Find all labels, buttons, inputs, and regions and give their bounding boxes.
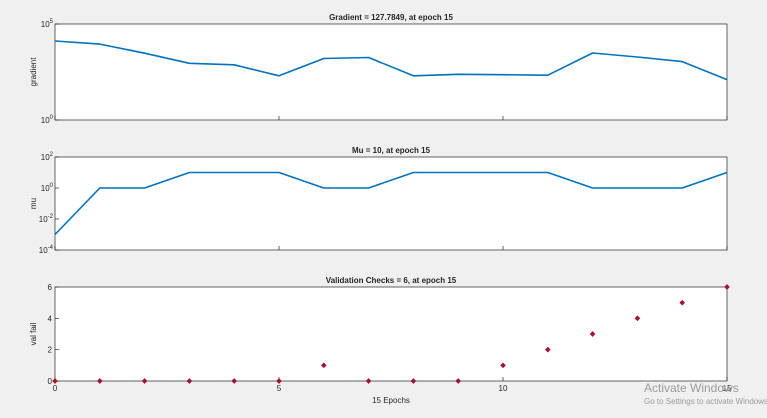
- axes-1-frame: [54, 23, 728, 121]
- axes-3-point-14: [679, 299, 686, 306]
- axes-2-series-line: [54, 171, 728, 236]
- axes-1-ytick-label-0: 105: [41, 19, 54, 29]
- axes-3-ytick-label-2: 4: [48, 314, 53, 323]
- axes-3-xtick-label-2: 10: [499, 384, 508, 393]
- axes-2-ytick-label-2: 10-2: [39, 214, 54, 224]
- axes-2-ytick-label-1: 100: [41, 183, 54, 193]
- axes-3-point-4: [231, 378, 238, 384]
- axes-1-title: Gradient = 127.7849, at epoch 15: [329, 13, 453, 22]
- axes-3-xtick-label-1: 5: [277, 384, 282, 393]
- axes-2-ytick-label-3: 10-4: [39, 245, 54, 255]
- axes-3-ylabel: val fail: [29, 322, 38, 345]
- axes-3-point-6: [320, 362, 327, 369]
- axes-2-title: Mu = 10, at epoch 15: [352, 146, 431, 155]
- axes-3-ytick-label-3: 6: [48, 283, 53, 292]
- axes-3-point-3: [186, 378, 193, 384]
- axes-3-point-0: [52, 378, 58, 384]
- axes-1-series-line: [54, 40, 728, 81]
- axes-3-xlabel: 15 Epochs: [372, 396, 410, 405]
- axes-3-title: Validation Checks = 6, at epoch 15: [326, 276, 457, 285]
- axes-3-point-10: [500, 362, 506, 369]
- axes-3-ytick-label-1: 2: [48, 346, 53, 355]
- axes-3-point-7: [365, 378, 372, 384]
- axes-2-ytick-label-0: 102: [41, 152, 54, 162]
- axes-3-point-11: [544, 346, 551, 353]
- axes-3-point-5: [276, 378, 282, 384]
- axes-3-point-9: [455, 378, 462, 384]
- axes-3-point-15: [724, 284, 730, 290]
- axes-3-point-12: [589, 331, 596, 337]
- axes-3-xtick-label-3: 15: [723, 384, 732, 393]
- axes-3-point-13: [634, 315, 641, 322]
- axes-1-ytick-label-1: 100: [41, 115, 54, 125]
- axes-2-frame: [54, 156, 728, 251]
- axes-3-point-8: [410, 378, 417, 384]
- axes-3-point-2: [141, 378, 148, 384]
- axes-3-ytick-label-0: 0: [48, 377, 53, 386]
- axes-1-ylabel: gradient: [29, 57, 38, 87]
- axes-3-point-1: [96, 378, 103, 384]
- axes-3-frame: [54, 286, 728, 382]
- axes-2-ylabel: mu: [29, 198, 38, 209]
- axes-3-xtick-label-0: 0: [53, 384, 58, 393]
